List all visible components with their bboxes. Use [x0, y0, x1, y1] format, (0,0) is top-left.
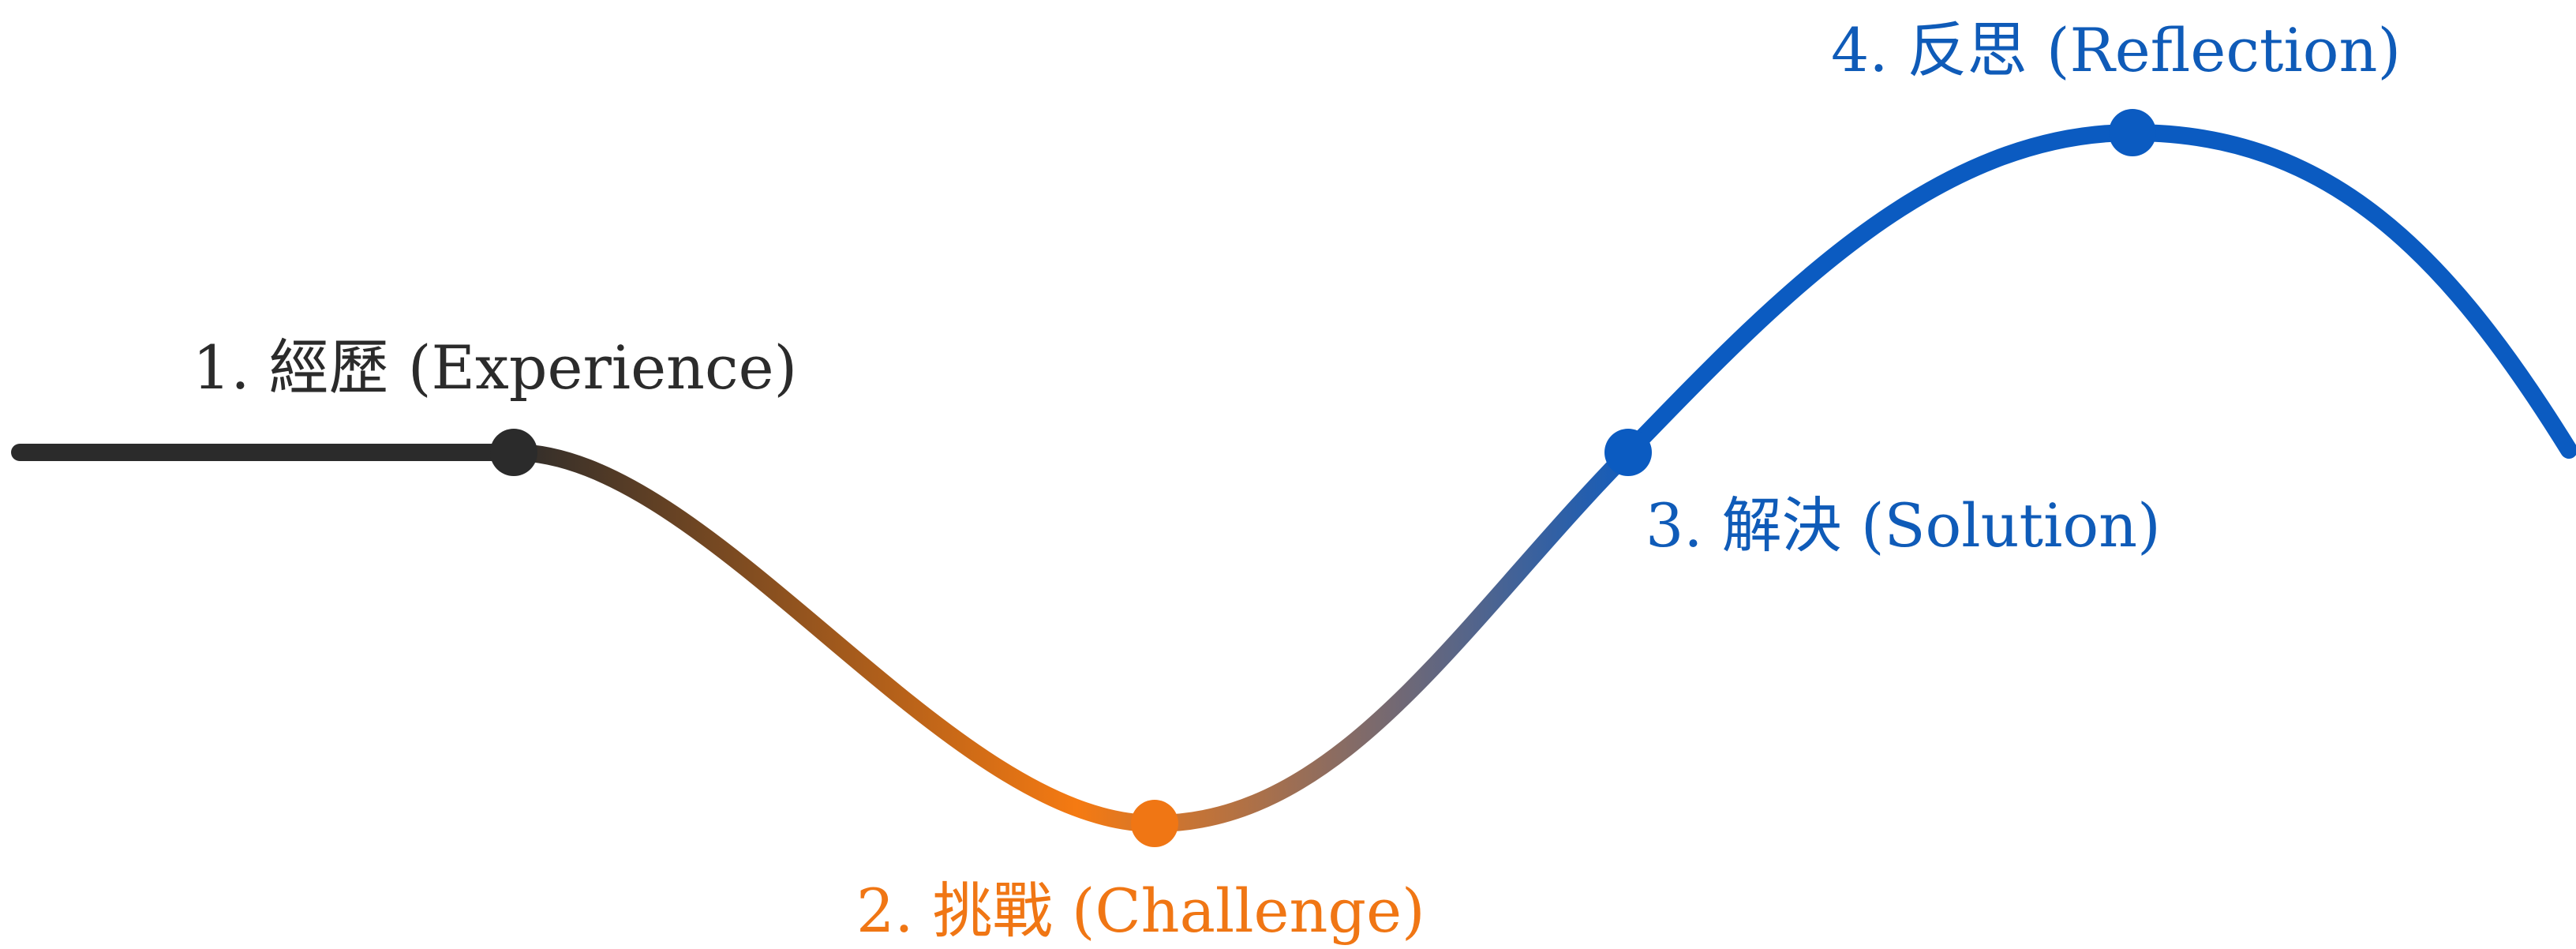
journey-line-curve: [505, 444, 1637, 833]
journey-line-blue: [1619, 123, 2576, 461]
stage-4-label: 4. 反思 (Reflection): [1831, 15, 2401, 85]
stage-1-dot: [490, 429, 537, 476]
stage-2-dot: [1131, 800, 1178, 847]
stage-1-label: 1. 經歷 (Experience): [193, 332, 797, 403]
stage-2-label: 2. 挑戰 (Challenge): [856, 876, 1425, 946]
stage-3-dot: [1604, 429, 1652, 476]
stage-4-dot: [2109, 109, 2156, 156]
stage-3-label: 3. 解決 (Solution): [1646, 490, 2161, 561]
